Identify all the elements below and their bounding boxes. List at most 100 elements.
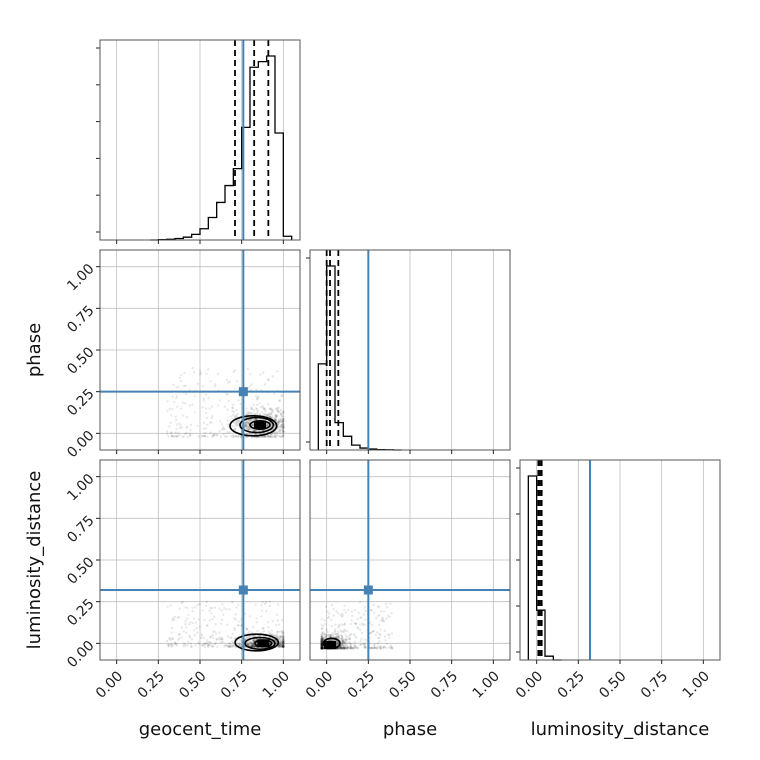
sample-point (320, 633, 323, 636)
sample-point (233, 416, 236, 419)
sample-point (252, 403, 255, 406)
sample-point (182, 643, 186, 646)
sample-point (383, 629, 387, 633)
sample-point (342, 642, 345, 645)
sample-point (272, 634, 276, 637)
sample-point (280, 413, 283, 416)
sample-point (322, 646, 325, 649)
sample-point (389, 645, 392, 649)
sample-point (252, 642, 255, 645)
sample-point (190, 645, 193, 648)
sample-point (351, 647, 355, 650)
sample-point (200, 643, 204, 647)
sample-point (352, 642, 356, 646)
sample-point (353, 644, 357, 647)
sample-point (219, 435, 223, 438)
sample-point (195, 627, 198, 630)
sample-point (202, 397, 205, 400)
sample-point (168, 407, 171, 411)
sample-point (279, 413, 283, 416)
sample-point (282, 638, 285, 642)
sample-point (201, 385, 205, 388)
sample-point (320, 644, 323, 647)
sample-point (280, 640, 283, 643)
sample-point (236, 419, 239, 423)
sample-point (230, 636, 233, 640)
sample-point (271, 409, 274, 412)
sample-point (320, 642, 323, 645)
sample-point (258, 402, 261, 405)
sample-point (342, 638, 345, 641)
sample-point (320, 618, 324, 621)
sample-point (332, 633, 335, 637)
sample-point (189, 621, 192, 624)
sample-point (226, 408, 229, 412)
sample-point (166, 643, 170, 646)
sample-point (220, 423, 224, 426)
sample-point (275, 630, 279, 634)
sample-point (338, 647, 341, 650)
sample-point (276, 406, 279, 410)
sample-point (281, 645, 284, 648)
sample-point (267, 435, 270, 438)
sample-point (211, 630, 215, 633)
sample-point (237, 418, 240, 422)
sample-point (282, 644, 285, 647)
sample-point (345, 640, 348, 644)
x-tick-label: 1.00 (680, 668, 713, 701)
sample-point (266, 620, 270, 624)
sample-point (247, 642, 251, 646)
sample-point (320, 623, 324, 627)
sample-point (341, 636, 344, 640)
sample-point (275, 415, 278, 419)
sample-point (209, 607, 212, 610)
sample-point (278, 640, 282, 644)
sample-point (220, 609, 223, 612)
sample-point (350, 610, 354, 613)
sample-point (281, 417, 284, 421)
sample-point (170, 645, 173, 648)
sample-point (320, 646, 323, 649)
sample-point (251, 643, 254, 647)
sample-point (251, 645, 254, 648)
sample-point (246, 643, 249, 646)
sample-point (175, 395, 179, 398)
sample-point (248, 630, 251, 633)
sample-point (368, 647, 372, 650)
sample-point (271, 620, 274, 623)
sample-point (339, 646, 343, 649)
sample-point (173, 401, 176, 404)
sample-point (248, 640, 252, 643)
sample-point (279, 644, 282, 647)
sample-point (282, 635, 285, 639)
sample-point (320, 635, 323, 638)
sample-point (344, 645, 347, 648)
sample-point (280, 630, 283, 633)
sample-point (232, 434, 235, 437)
sample-point (218, 607, 221, 610)
sample-point (281, 645, 284, 648)
sample-point (231, 644, 234, 647)
sample-point (329, 634, 333, 637)
sample-point (320, 645, 323, 648)
sample-point (249, 418, 252, 422)
sample-point (265, 423, 269, 426)
sample-point (273, 392, 276, 395)
sample-point (279, 636, 283, 639)
sample-point (231, 406, 234, 409)
sample-point (373, 646, 376, 650)
sample-point (251, 429, 255, 432)
sample-point (320, 643, 323, 646)
sample-point (342, 647, 346, 650)
sample-point (342, 647, 345, 650)
sample-point (345, 647, 348, 650)
sample-point (345, 647, 349, 650)
sample-point (320, 640, 323, 644)
sample-point (275, 407, 278, 410)
sample-point (377, 636, 380, 640)
sample-point (247, 426, 250, 430)
sample-point (340, 644, 343, 647)
sample-point (320, 647, 323, 650)
sample-point (182, 414, 185, 417)
sample-point (280, 425, 283, 428)
